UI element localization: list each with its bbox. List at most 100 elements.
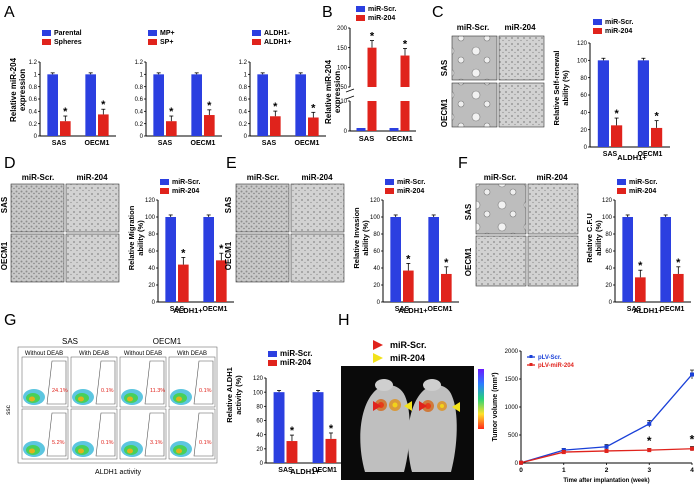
- chart-g: 0 20 40 60 80 100 120 * SAS * OECM1 miR-Scr.miR-204: [253, 349, 344, 474]
- legend-swatch: [42, 39, 51, 45]
- facs-percent: 24.1%: [52, 388, 68, 394]
- mouse-legend-2: miR-204: [390, 353, 425, 363]
- micro-f-col-2: miR-204: [536, 173, 568, 182]
- legend-swatch: [42, 30, 51, 36]
- y-tick-label: 80: [605, 232, 612, 238]
- significance-asterisk: *: [444, 257, 449, 269]
- x-tick-label: 0: [519, 467, 523, 474]
- micro-d-scr-oecm1: [10, 233, 65, 283]
- data-point: [647, 448, 652, 453]
- y-tick-label: 1500: [505, 377, 519, 383]
- y-tick-label: 1.2: [29, 60, 38, 66]
- facs-cloud-center: [78, 396, 84, 402]
- y-tick-label: 60: [580, 93, 587, 99]
- category-label: OECM1: [638, 151, 663, 158]
- bar-SP+: [166, 121, 177, 136]
- micro-d-row-1: SAS: [0, 196, 9, 213]
- x-axis-label: Time after implantation (week): [563, 478, 649, 484]
- bar-Spheres: [60, 121, 71, 136]
- panel-label-a: A: [4, 4, 15, 21]
- y-tick-label: 0.8: [239, 85, 248, 91]
- significance-asterisk: *: [406, 253, 411, 265]
- bar-miR-204: [441, 273, 452, 302]
- y-tick-label: 0.4: [29, 110, 38, 116]
- ylabel-d-1: Relative Migration: [127, 205, 136, 270]
- significance-asterisk: *: [403, 38, 408, 50]
- legend-label: miR-204: [280, 358, 312, 367]
- category-label: SAS: [158, 140, 173, 147]
- bar-miR-Scr.: [203, 217, 214, 302]
- y-tick-label: 0: [260, 461, 264, 467]
- facs-cloud-center: [176, 396, 182, 402]
- legend-triangle-red: [373, 340, 383, 350]
- facs-cloud-center: [127, 396, 133, 402]
- y-tick-label: 60: [148, 249, 155, 255]
- bar-miR-204: [611, 125, 623, 147]
- y-tick-label: 120: [370, 198, 381, 204]
- micro-e-204-sas: [290, 183, 345, 233]
- category-label: SAS: [603, 151, 618, 158]
- facs-percent: 0.1%: [199, 440, 212, 446]
- legend-swatch: [356, 6, 365, 12]
- facs-gate: [193, 412, 214, 457]
- chart-a2: 0 0.2 0.4 0.6 0.8 1 1.2 * SAS * OECM1 MP+ SP+: [135, 30, 222, 147]
- micro-e-row-2: OECM1: [224, 241, 233, 270]
- x-tick-label: 2: [605, 467, 609, 474]
- y-tick-label: 500: [508, 433, 519, 439]
- panel-label-f: F: [458, 155, 468, 172]
- legend-swatch: [617, 179, 626, 185]
- y-tick-label: 100: [370, 215, 381, 221]
- significance-asterisk: *: [101, 99, 106, 111]
- facs-top-sas: SAS: [62, 337, 78, 346]
- micro-e-col-2: miR-204: [301, 173, 333, 182]
- micro-d-col-2: miR-204: [76, 173, 108, 182]
- micro-d-204-oecm1: [65, 233, 120, 283]
- micro-f-scr-oecm1: [475, 235, 527, 287]
- bar-miR-Scr.: [622, 217, 633, 302]
- y-tick-label: 100: [337, 66, 348, 72]
- facs-percent: 3.1%: [150, 440, 163, 446]
- y-tick-label: 40: [256, 433, 263, 439]
- category-label: OECM1: [203, 306, 228, 313]
- bar-miR-204-lower: [367, 101, 377, 131]
- legend-label: miR-Scr.: [172, 179, 200, 186]
- category-label: SAS: [262, 140, 277, 147]
- y-tick-label: 1.2: [239, 60, 248, 66]
- panel-a: Relative miR-204 expression 0 0.2 0.4 0.6 0.…: [9, 30, 326, 147]
- significance-asterisk: *: [290, 425, 295, 437]
- ylabel-f-1: Relative C.F.U: [585, 213, 594, 263]
- significance-asterisk: *: [370, 31, 375, 43]
- panel-h: miR-Scr. miR-204 0 500 1000 1500 2000 0 1 2 3 4 Ti…: [341, 340, 695, 484]
- facs-sub-2: With DEAB: [79, 351, 109, 357]
- category-label: SAS: [627, 306, 642, 313]
- facs-cloud-center: [29, 396, 35, 402]
- y-tick-label: 10: [340, 99, 347, 105]
- y-tick-label: 0.2: [29, 122, 38, 128]
- category-label: SAS: [395, 306, 410, 313]
- y-tick-label: 60: [373, 249, 380, 255]
- group-label-e: ALDH1+: [398, 306, 428, 315]
- bar-miR-Scr.: [637, 60, 649, 148]
- y-tick-label: 50: [340, 85, 347, 91]
- chart-f: 0 20 40 60 80 100 120 * SAS * OECM1 miR-Scr. miR-204: [602, 179, 691, 313]
- significance-asterisk: *: [614, 108, 619, 120]
- bar-miR-204: [673, 273, 684, 302]
- facs-percent: 0.1%: [101, 388, 114, 394]
- significance-asterisk: *: [181, 247, 186, 259]
- facs-cloud-center: [29, 448, 35, 454]
- y-tick-label: 100: [145, 215, 156, 221]
- panel-e: miR-Scr. miR-204 SAS OECM1 Relative Inva…: [224, 173, 459, 315]
- group-label-d: ALDH1+: [173, 306, 203, 315]
- facs-plots: 24.1% 0.1% 11.3% 0.1% 5.2% 0.1% 3.1% 0.1%: [21, 356, 216, 460]
- category-label: OECM1: [660, 306, 685, 313]
- x-tick-label: 4: [690, 467, 694, 474]
- significance-asterisk: *: [219, 243, 224, 255]
- data-point: [604, 444, 609, 449]
- facs-percent: 0.1%: [199, 388, 212, 394]
- legend-swatch: [385, 179, 394, 185]
- significance-asterisk: *: [654, 111, 659, 123]
- category-label: OECM1: [191, 140, 216, 147]
- y-tick-label: 200: [337, 26, 348, 32]
- legend-swatch: [617, 188, 626, 194]
- micro-c-row-1: SAS: [440, 59, 449, 76]
